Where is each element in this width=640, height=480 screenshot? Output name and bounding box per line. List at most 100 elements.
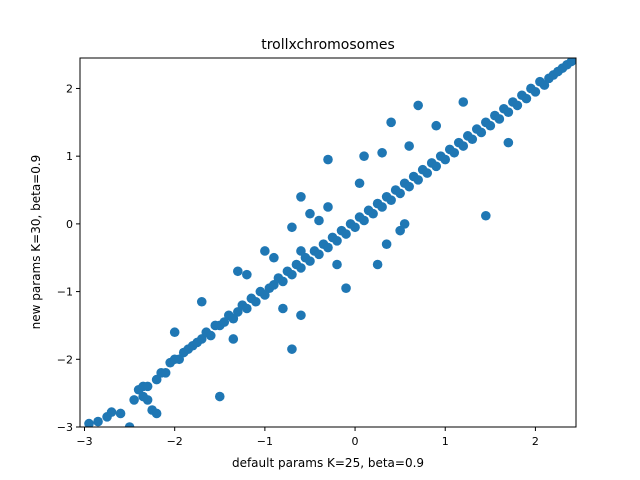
scatter-point bbox=[84, 418, 94, 427]
scatter-point bbox=[359, 215, 369, 226]
scatter-point bbox=[377, 147, 387, 158]
scatter-point bbox=[174, 354, 184, 365]
y-tick-label: 2 bbox=[66, 82, 73, 95]
scatter-point bbox=[341, 229, 351, 239]
x-axis-ticks: −3 −2 −1 0 1 2 bbox=[76, 427, 539, 448]
scatter-point bbox=[129, 395, 139, 405]
scatter-point bbox=[314, 249, 324, 260]
scatter-point bbox=[539, 80, 550, 90]
scatter-point bbox=[214, 391, 225, 402]
scatter-point bbox=[242, 269, 252, 280]
scatter-point bbox=[115, 408, 126, 419]
scatter-point bbox=[196, 334, 207, 344]
y-tick-label: −3 bbox=[57, 421, 73, 434]
chart-title: trollxchromosomes bbox=[261, 37, 395, 53]
y-tick-label: 0 bbox=[66, 218, 73, 231]
scatter-point bbox=[449, 147, 460, 158]
scatter-point bbox=[323, 154, 333, 165]
scatter-point bbox=[278, 276, 288, 287]
scatter-point bbox=[332, 236, 342, 246]
scatter-point bbox=[296, 263, 306, 273]
scatter-point bbox=[196, 296, 207, 307]
y-axis-label: new params K=30, beta=0.9 bbox=[29, 155, 43, 330]
scatter-point bbox=[476, 127, 487, 138]
scatter-point bbox=[169, 327, 180, 338]
scatter-point bbox=[354, 178, 365, 189]
scatter-point bbox=[296, 310, 306, 321]
scatter-point bbox=[467, 134, 478, 145]
scatter-point bbox=[278, 303, 288, 314]
scatter-point bbox=[305, 208, 315, 219]
x-tick-label: −3 bbox=[76, 435, 92, 448]
scatter-point bbox=[205, 330, 216, 341]
scatter-point bbox=[494, 114, 505, 124]
scatter-point bbox=[287, 269, 297, 280]
scatter-point bbox=[440, 154, 451, 165]
scatter-point bbox=[566, 58, 576, 67]
scatter-point bbox=[142, 381, 153, 392]
scatter-point bbox=[458, 97, 469, 107]
scatter-point bbox=[251, 296, 261, 307]
scatter-point bbox=[413, 175, 423, 185]
scatter-point bbox=[422, 168, 433, 178]
x-axis-label: default params K=25, beta=0.9 bbox=[232, 456, 424, 470]
scatter-point bbox=[404, 181, 414, 192]
scatter-point bbox=[368, 208, 378, 219]
y-tick-label: −2 bbox=[57, 353, 73, 366]
scatter-point bbox=[503, 137, 514, 148]
scatter-point bbox=[124, 422, 135, 427]
scatter-point bbox=[233, 266, 243, 277]
scatter-point bbox=[260, 290, 270, 300]
scatter-point bbox=[228, 313, 239, 324]
scatter-point bbox=[341, 283, 351, 294]
scatter-point bbox=[323, 242, 333, 253]
scatter-point bbox=[431, 120, 442, 131]
scatter-point bbox=[332, 259, 342, 270]
x-tick-label: 2 bbox=[532, 435, 539, 448]
scatter-point bbox=[219, 317, 230, 327]
scatter-point bbox=[372, 259, 383, 270]
x-tick-label: −2 bbox=[167, 435, 183, 448]
scatter-point bbox=[386, 195, 396, 205]
scatter-point bbox=[151, 408, 162, 419]
scatter-point bbox=[395, 188, 405, 199]
scatter-point bbox=[512, 100, 523, 111]
scatter-point bbox=[521, 93, 532, 104]
scatter-point bbox=[287, 222, 297, 233]
scatter-point bbox=[431, 161, 442, 172]
scatter-point bbox=[413, 100, 423, 111]
scatter-point bbox=[106, 407, 117, 417]
scatter-point bbox=[93, 416, 103, 427]
scatter-point bbox=[233, 307, 243, 317]
scatter-point bbox=[458, 141, 469, 151]
scatter-point bbox=[381, 239, 392, 249]
scatter-point bbox=[287, 344, 297, 354]
scatter-point bbox=[296, 192, 306, 202]
points-layer bbox=[84, 58, 576, 427]
scatter-point bbox=[404, 141, 414, 151]
scatter-point bbox=[350, 222, 360, 233]
scatter-point bbox=[386, 117, 396, 128]
scatter-point bbox=[296, 246, 306, 256]
scatter-point bbox=[242, 303, 252, 314]
scatter-point bbox=[323, 202, 333, 212]
scatter-point bbox=[485, 120, 496, 131]
plot-frame bbox=[79, 57, 577, 428]
scatter-point bbox=[399, 219, 410, 229]
scatter-point bbox=[395, 225, 405, 236]
scatter-point bbox=[503, 107, 514, 117]
x-tick-label: 0 bbox=[352, 435, 359, 448]
scatter-point bbox=[151, 374, 162, 385]
scatter-point bbox=[481, 210, 491, 221]
x-tick-label: 1 bbox=[442, 435, 449, 448]
x-tick-label: −1 bbox=[257, 435, 273, 448]
scatter-point bbox=[359, 151, 369, 161]
scatter-point bbox=[269, 252, 279, 263]
y-tick-label: 1 bbox=[66, 150, 73, 163]
scatter-point bbox=[377, 202, 387, 212]
scatter-point bbox=[314, 215, 324, 226]
scatter-point bbox=[530, 87, 541, 97]
scatter-point bbox=[160, 368, 171, 378]
scatter-point bbox=[138, 391, 148, 402]
